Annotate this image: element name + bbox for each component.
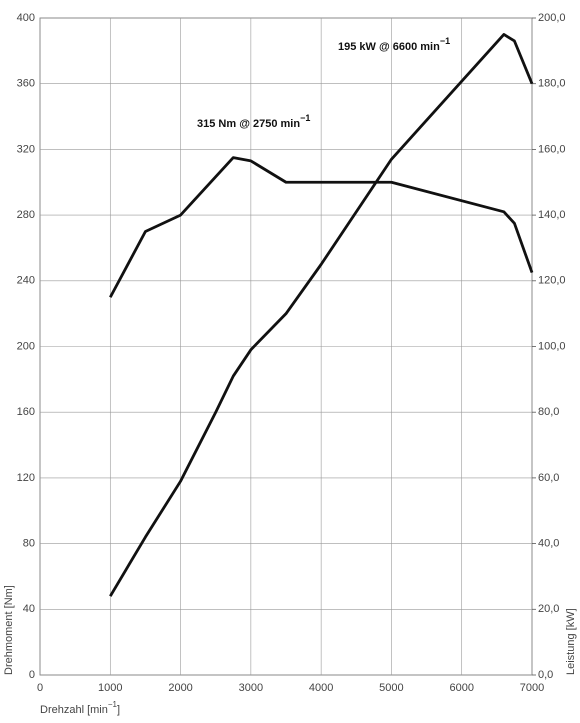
y2-tick-label: 80,0 (538, 406, 559, 418)
y2-tick-label: 20,0 (538, 603, 559, 615)
y-tick-label: 80 (23, 538, 35, 550)
annotation-text: 195 kW @ 6600 min (338, 41, 440, 53)
annotation-sup: −1 (300, 113, 310, 123)
x-axis-label: Drehzahl [min−1] (40, 700, 120, 716)
y2-tick-label: 60,0 (538, 472, 559, 484)
y-tick-label: 360 (17, 78, 35, 90)
y2-axis-label: Leistung [kW] (565, 608, 577, 675)
x-tick-label: 4000 (309, 682, 333, 694)
y-tick-label: 40 (23, 603, 35, 615)
x-tick-label: 1000 (98, 682, 122, 694)
x-label-text: Drehzahl [min (40, 704, 108, 716)
y-tick-label: 0 (29, 669, 35, 681)
y2-tick-label: 100,0 (538, 340, 566, 352)
x-tick-label: 3000 (239, 682, 263, 694)
y-tick-label: 200 (17, 340, 35, 352)
x-tick-label: 2000 (168, 682, 192, 694)
x-tick-label: 7000 (520, 682, 544, 694)
y-tick-label: 120 (17, 472, 35, 484)
y2-tick-label: 160,0 (538, 143, 566, 155)
y-tick-label: 320 (17, 143, 35, 155)
annotation-sup: −1 (440, 36, 450, 46)
x-tick-label: 0 (37, 682, 43, 694)
y-tick-label: 280 (17, 209, 35, 221)
line (109, 33, 534, 597)
y2-tick-label: 180,0 (538, 78, 566, 90)
y2-tick-label: 140,0 (538, 209, 566, 221)
annotation: 315 Nm @ 2750 min−1 (197, 113, 310, 130)
annotation-text: 315 Nm @ 2750 min (197, 118, 300, 130)
x-tick-label: 6000 (449, 682, 473, 694)
y2-tick-label: 200,0 (538, 12, 566, 24)
y2-tick-label: 0,0 (538, 669, 553, 681)
y-tick-label: 160 (17, 406, 35, 418)
y2-tick-label: 40,0 (538, 538, 559, 550)
y-tick-label: 400 (17, 12, 35, 24)
y-tick-label: 240 (17, 275, 35, 287)
y-axis-label: Drehmoment [Nm] (3, 585, 15, 675)
y2-tick-label: 120,0 (538, 275, 566, 287)
x-label-sup: −1 (108, 700, 118, 709)
x-tick-label: 5000 (379, 682, 403, 694)
line (109, 156, 534, 298)
x-label-end: ] (117, 704, 120, 716)
annotation: 195 kW @ 6600 min−1 (338, 36, 450, 53)
